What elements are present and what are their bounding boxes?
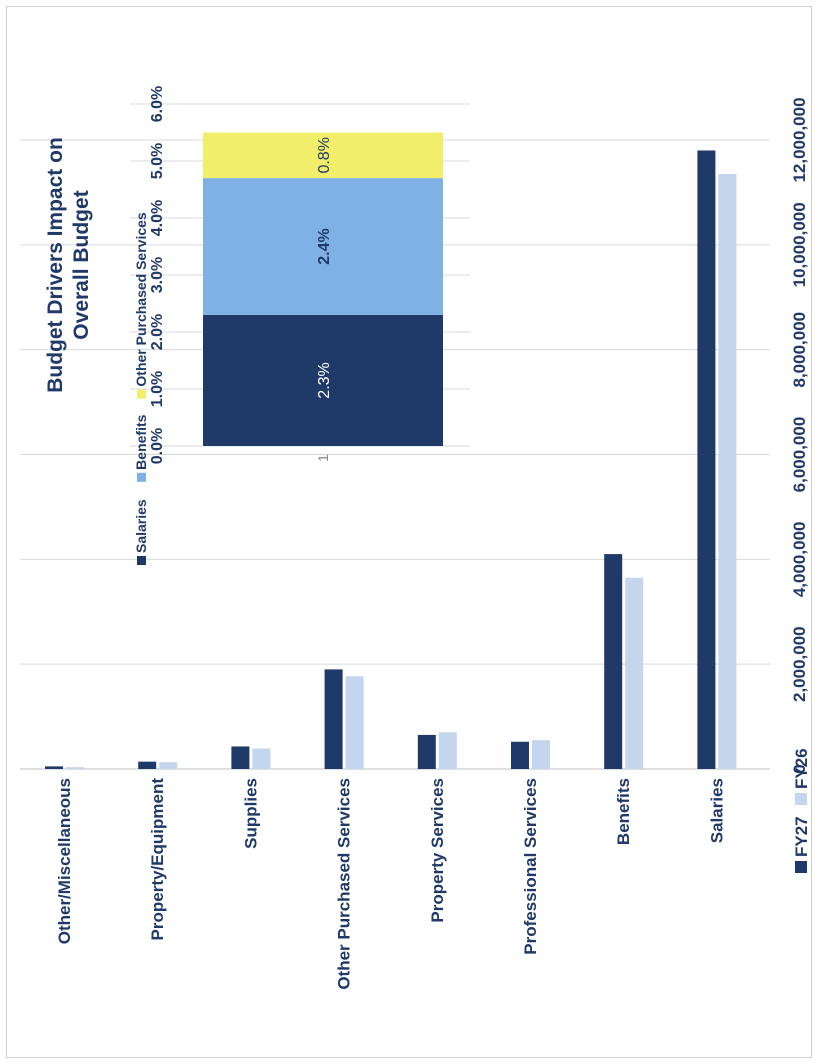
bar-fy27-professional-services bbox=[511, 741, 529, 769]
inset-legend-label-other-purchased-services: Other Purchased Services bbox=[133, 212, 149, 387]
inset-tick-label: 4.0% bbox=[149, 200, 166, 236]
legend-label-fy26: FY26 bbox=[792, 748, 811, 789]
main-legend: FY27 FY26 bbox=[792, 748, 811, 873]
bar-fy26-benefits bbox=[625, 577, 644, 769]
x-tick-label: 8,000,000 bbox=[790, 312, 809, 388]
x-tick-label: 0 bbox=[790, 764, 809, 773]
inset-legend-swatch-benefits bbox=[137, 472, 146, 482]
bar-fy27-property-services bbox=[417, 734, 436, 769]
bar-fy27-benefits bbox=[604, 554, 623, 769]
category-label-salaries: Salaries bbox=[707, 778, 726, 843]
bar-fy26-salaries bbox=[718, 174, 737, 769]
stack-segment-salaries bbox=[203, 314, 443, 446]
bar-fy27-other-purchased-services bbox=[324, 669, 343, 769]
stack-segment-benefits bbox=[203, 178, 443, 315]
inset-tick-label: 2.0% bbox=[149, 314, 166, 350]
bar-fy27-salaries bbox=[697, 150, 716, 769]
category-label-property-equipment: Property/Equipment bbox=[148, 778, 167, 941]
inset-tick-label: 5.0% bbox=[149, 143, 166, 179]
legend-swatch-fy27 bbox=[795, 861, 807, 873]
category-label-supplies: Supplies bbox=[241, 778, 260, 849]
legend-swatch-fy26 bbox=[795, 793, 807, 805]
bar-fy27-other-miscellaneous bbox=[45, 766, 63, 769]
inset-category-label: 1 bbox=[315, 454, 331, 462]
data-label-benefits: 2.4% bbox=[316, 228, 333, 264]
category-label-property-services: Property Services bbox=[428, 778, 447, 923]
budget-category-bar-chart: 0 2,000,000 4,000,000 6,000,000 8,000,000 10,… bbox=[20, 97, 811, 990]
x-tick-label: 4,000,000 bbox=[790, 522, 809, 598]
inset-chart-title-line-1: Budget Drivers Impact on bbox=[44, 137, 67, 393]
inset-legend-label-benefits: Benefits bbox=[133, 414, 149, 469]
x-tick-label: 12,000,000 bbox=[790, 97, 809, 182]
bar-fy26-professional-services bbox=[532, 740, 550, 769]
category-label-professional-services: Professional Services bbox=[521, 778, 540, 955]
inset-chart-title-line-2: Overall Budget bbox=[70, 190, 93, 339]
x-tick-label: 2,000,000 bbox=[790, 626, 809, 702]
inset-tick-label: 6.0% bbox=[149, 86, 166, 122]
bar-fy26-property-equipment bbox=[159, 762, 178, 769]
bar-fy27-supplies bbox=[231, 746, 250, 769]
inset-legend-label-salaries: Salaries bbox=[133, 499, 149, 553]
data-label-salaries: 2.3% bbox=[316, 362, 333, 398]
category-label-benefits: Benefits bbox=[614, 778, 633, 845]
bar-fy26-other-miscellaneous bbox=[66, 767, 84, 769]
inset-tick-label: 1.0% bbox=[149, 371, 166, 407]
category-label-other-miscellaneous: Other/Miscellaneous bbox=[55, 778, 74, 944]
bar-fy26-supplies bbox=[252, 748, 271, 769]
inset-tick-label: 3.0% bbox=[149, 257, 166, 293]
inset-tick-label: 0.0% bbox=[149, 428, 166, 464]
bar-fy26-property-services bbox=[438, 732, 457, 769]
budget-drivers-impact-chart: Budget Drivers Impact on Overall Budget … bbox=[44, 86, 470, 565]
bar-fy26-other-purchased-services bbox=[345, 676, 364, 769]
x-tick-label: 10,000,000 bbox=[790, 202, 809, 287]
inset-legend-swatch-other-purchased-services bbox=[137, 389, 146, 399]
data-label-other-purchased-services: 0.8% bbox=[316, 137, 333, 173]
inset-legend-swatch-salaries bbox=[137, 556, 146, 565]
x-tick-label: 6,000,000 bbox=[790, 417, 809, 493]
bar-fy27-property-equipment bbox=[138, 761, 157, 769]
stack-segment-other-purchased-services bbox=[203, 132, 443, 179]
legend-label-fy27: FY27 bbox=[792, 816, 811, 857]
category-label-other-purchased-services: Other Purchased Services bbox=[335, 778, 354, 990]
